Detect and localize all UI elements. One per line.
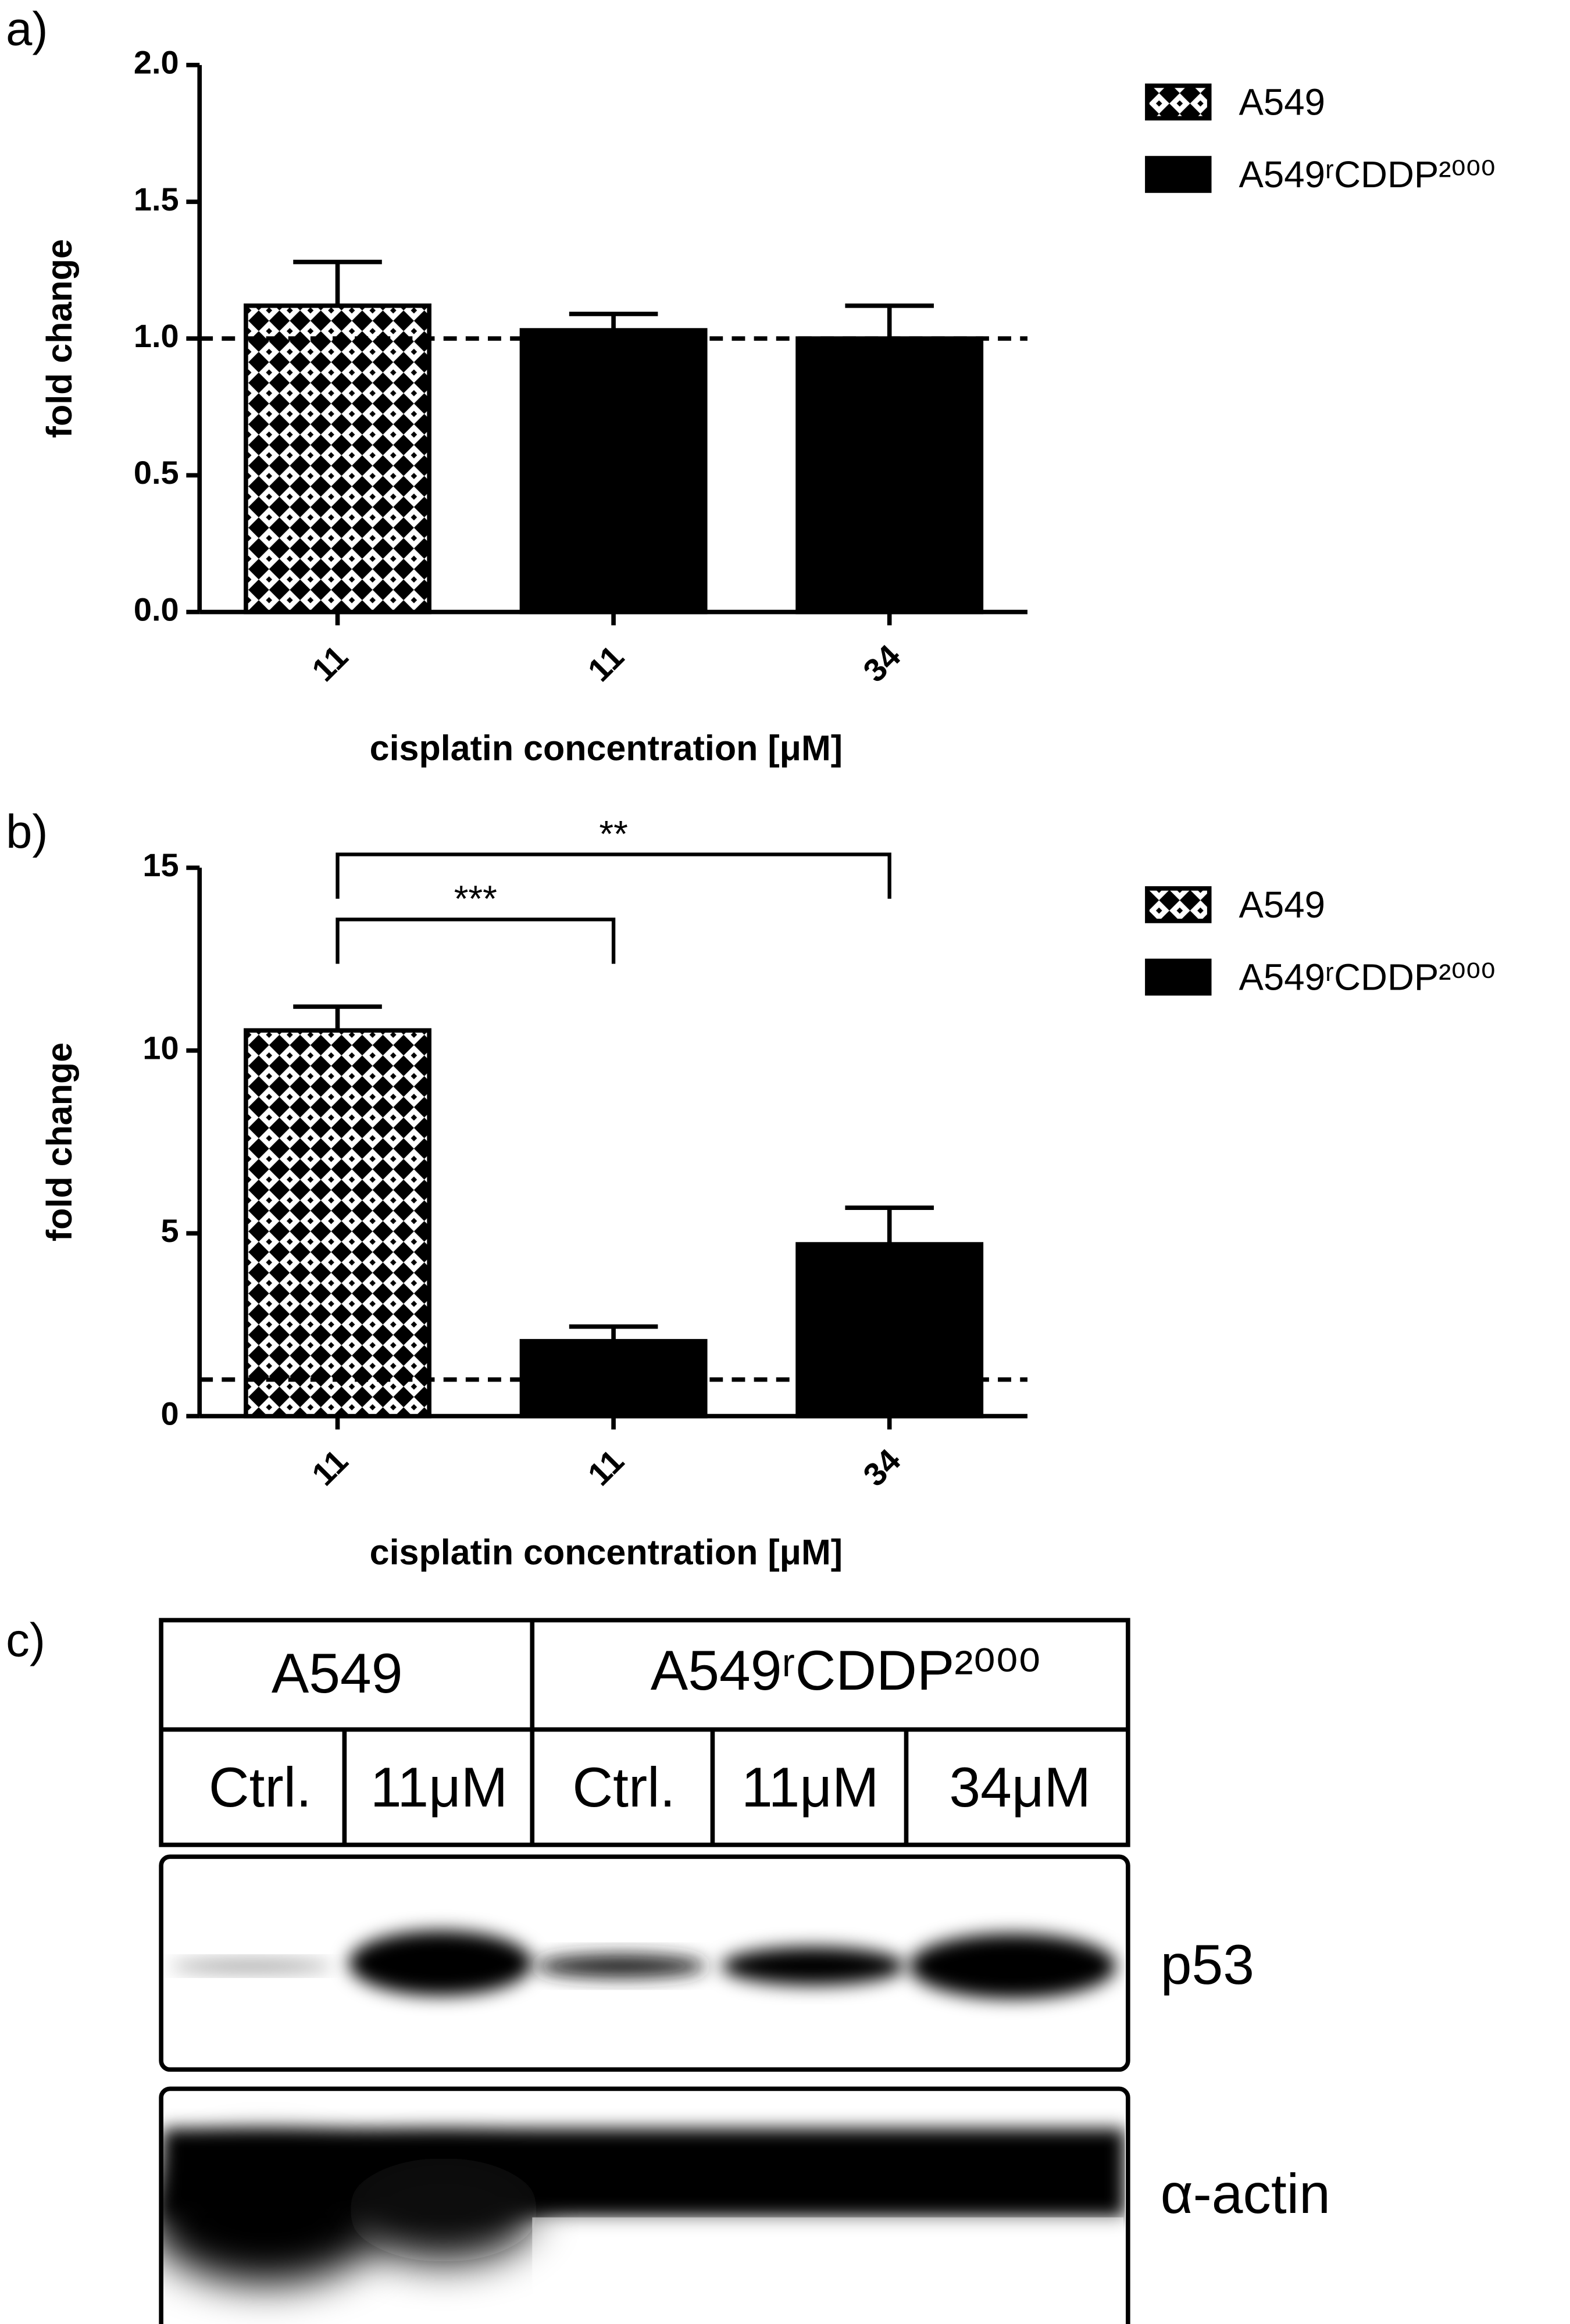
error-bar [845, 303, 934, 339]
error-bar [845, 1205, 934, 1245]
error-bar [569, 1324, 658, 1341]
significance-bracket [336, 852, 891, 899]
bar [244, 1028, 431, 1419]
lane-label: Ctrl. [572, 1757, 675, 1819]
blot-frame [159, 1854, 1130, 2072]
y-axis-title: fold change [40, 1043, 79, 1241]
y-tick-label: 0 [161, 1395, 179, 1431]
y-axis-title: fold change [40, 239, 79, 438]
x-tick-label: 34 [856, 637, 908, 689]
y-tick-label: 0.5 [134, 454, 179, 491]
lane-label: Ctrl. [209, 1757, 312, 1819]
band-label: p53 [1161, 1934, 1254, 1996]
legend-label: A549 [1239, 884, 1325, 926]
x-tick-label: 34 [856, 1442, 908, 1494]
x-tick-label: 11 [580, 1443, 630, 1493]
legend-label: A549ʳCDDP²⁰⁰⁰ [1239, 956, 1496, 998]
significance-label: ** [599, 813, 627, 855]
lane-label: 34μM [949, 1757, 1091, 1819]
y-tick-label: 1.5 [134, 181, 179, 217]
y-tick-label: 5 [161, 1212, 179, 1249]
x-tick-label: 11 [305, 638, 355, 688]
error-bar [569, 312, 658, 331]
error-bar [293, 1004, 382, 1031]
group-label: A549 [272, 1643, 403, 1705]
group-label: A549ʳCDDP²⁰⁰⁰ [651, 1640, 1041, 1702]
y-tick-label: 1.0 [134, 317, 179, 354]
legend-label: A549ʳCDDP²⁰⁰⁰ [1239, 154, 1496, 195]
error-bar [293, 259, 382, 306]
x-tick-label: 11 [580, 638, 630, 688]
significance-label: *** [454, 879, 497, 920]
significance-bracket [336, 918, 616, 964]
bar [244, 303, 431, 615]
legend-swatch [1145, 958, 1212, 996]
x-axis-title: cisplatin concentration [μM] [370, 729, 843, 768]
bar [795, 1242, 984, 1419]
blot-panel: c) A549 A549ʳCDDP²⁰⁰⁰ Ctrl. 11μM Ctrl. 1… [6, 1614, 1330, 2324]
band-label: α-actin [1161, 2163, 1330, 2225]
bar [519, 328, 708, 615]
blot-frame [159, 2086, 1130, 2324]
x-axis-title: cisplatin concentration [μM] [370, 1533, 843, 1572]
legend-label: A549 [1239, 81, 1325, 123]
panel-label: a) [6, 2, 48, 55]
blot-actin [162, 2090, 1125, 2324]
legend-swatch [1145, 156, 1212, 193]
panel-label: b) [6, 805, 48, 858]
panel-label: c) [6, 1614, 45, 1667]
blot-header-grid [159, 1618, 1130, 1847]
y-tick-label: 15 [142, 847, 179, 883]
y-tick-label: 10 [142, 1030, 179, 1066]
figure-content: c) A549 A549ʳCDDP²⁰⁰⁰ Ctrl. 11μM Ctrl. 1… [6, 2, 1496, 2324]
y-tick-label: 0.0 [134, 591, 179, 627]
x-tick-label: 11 [305, 1443, 355, 1493]
lane-label: 11μM [741, 1757, 879, 1819]
legend-swatch [1145, 886, 1212, 923]
bar [795, 336, 984, 615]
blot-p53 [162, 1858, 1125, 2068]
y-tick-label: 2.0 [134, 44, 179, 81]
legend-swatch [1145, 83, 1212, 121]
lane-label: 11μM [370, 1757, 508, 1819]
